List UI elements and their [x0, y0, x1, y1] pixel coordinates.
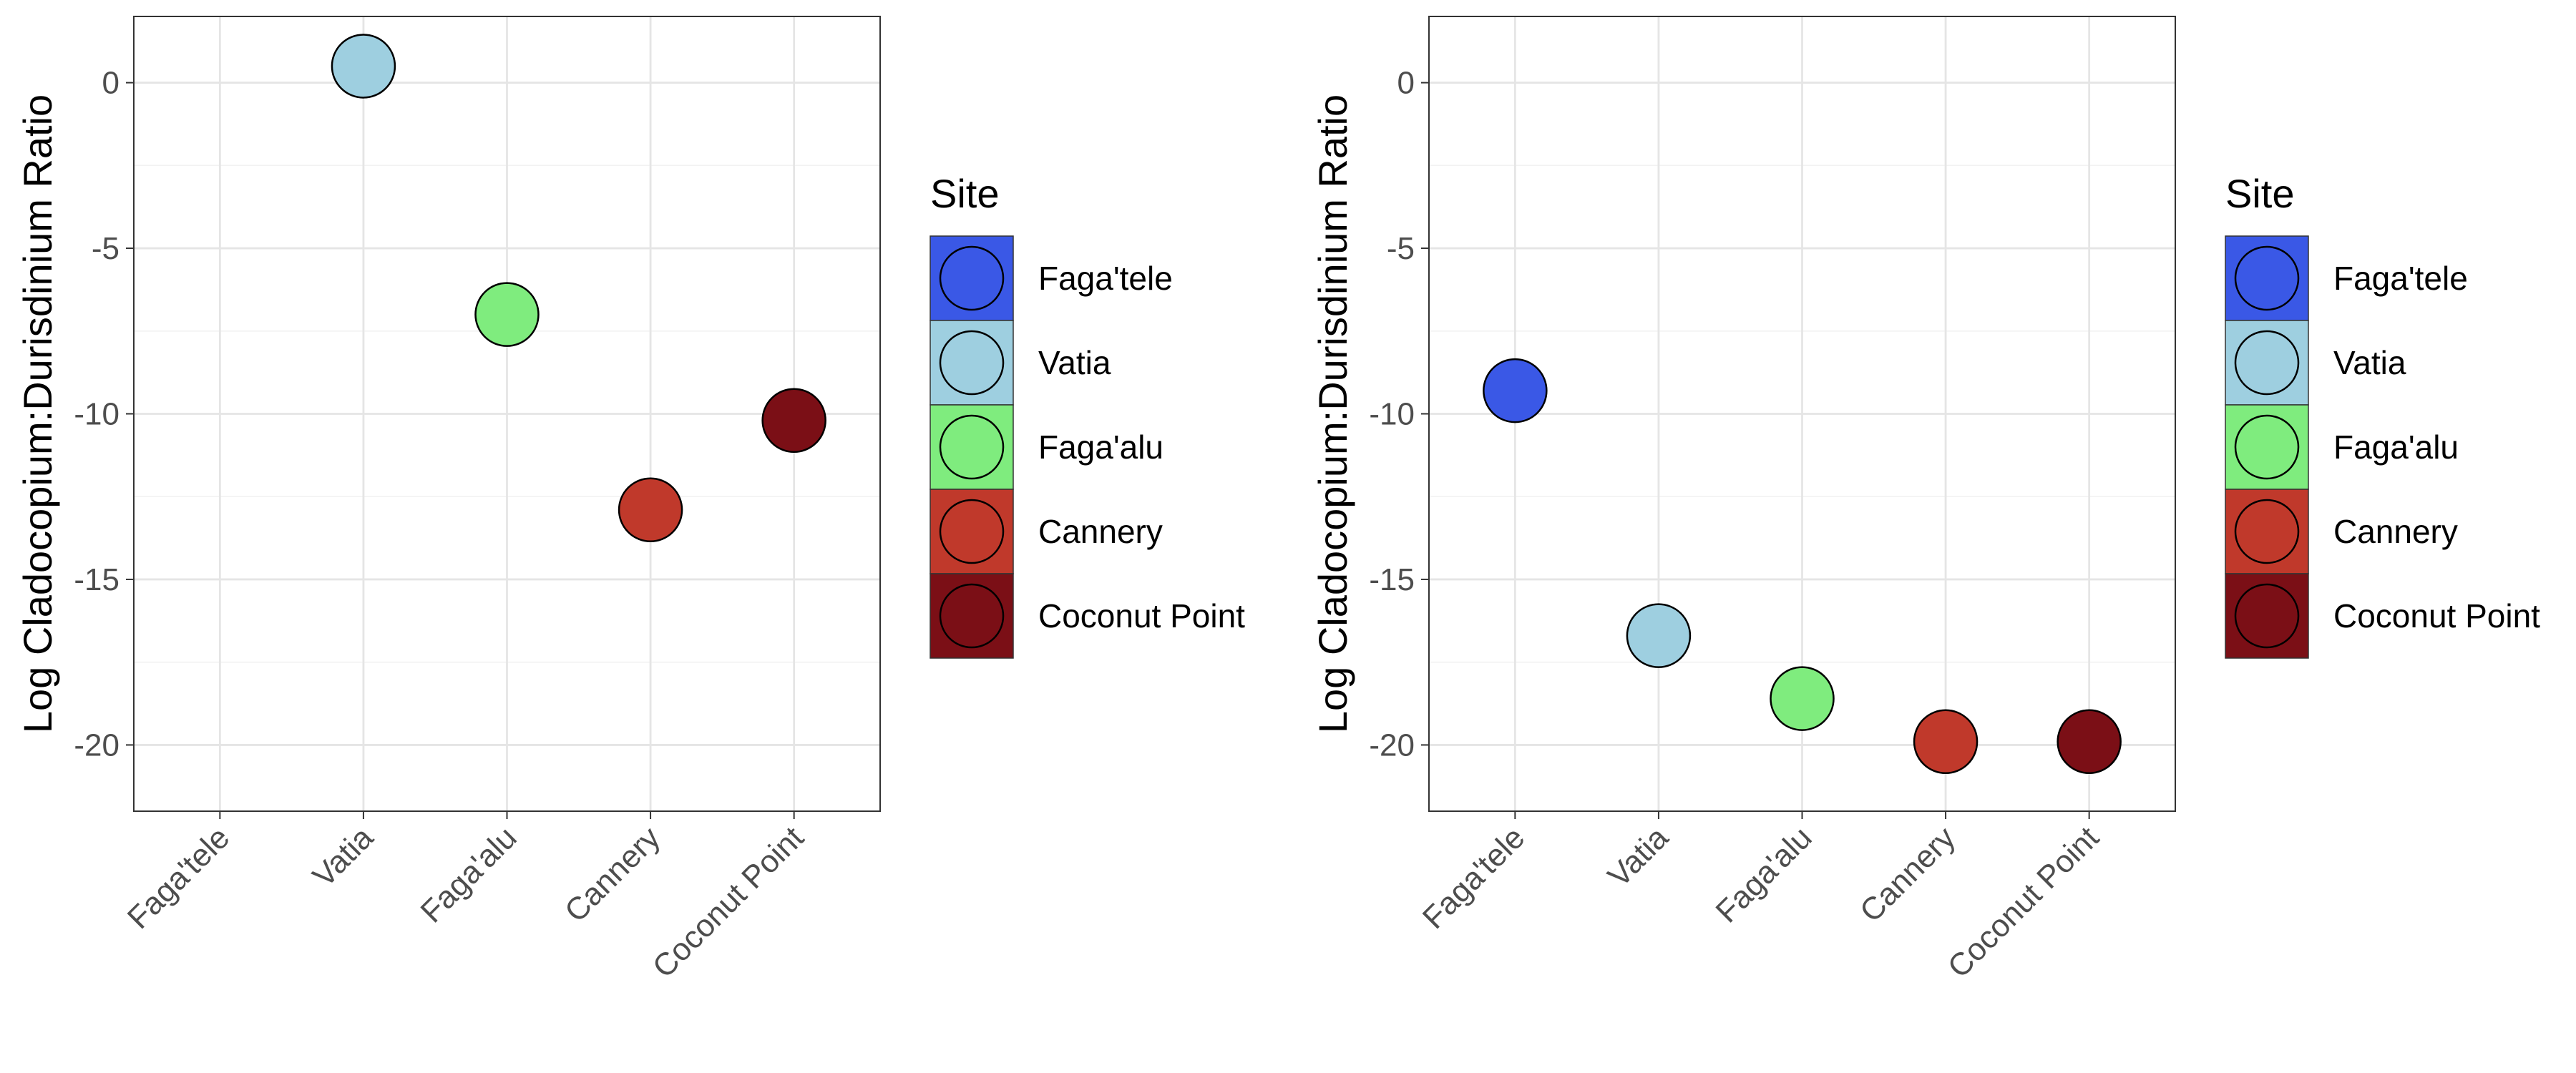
y-tick-label: -10 [74, 397, 119, 432]
x-tick-label: Vatia [1601, 820, 1676, 894]
legend-label: Faga'alu [2333, 428, 2459, 466]
legend-marker [939, 414, 1005, 480]
legend-marker [2234, 330, 2300, 396]
legend-marker [939, 245, 1005, 311]
x-tick-label: Faga'alu [414, 820, 524, 929]
legend-marker [2234, 499, 2300, 564]
data-point-cannery [1913, 709, 1979, 775]
x-tick-label: Cannery [558, 820, 667, 929]
y-tick-label: -15 [74, 562, 119, 597]
legend-marker [2234, 245, 2300, 311]
x-tick-label: Cannery [1853, 820, 1962, 929]
chart-panel-2: 0 -5 -10 -15 -20 Faga'tele Vatia Faga'alu Canner… [1310, 16, 2540, 985]
data-point-vatia [331, 34, 396, 99]
legend-label: Cannery [1038, 513, 1163, 550]
y-axis-title: Log Cladocopium:Durisdinium Ratio [15, 94, 60, 733]
data-point-coconut-point [761, 388, 826, 454]
x-tick-label: Faga'tele [121, 820, 237, 936]
y-axis-title: Log Cladocopium:Durisdinium Ratio [1310, 94, 1355, 733]
legend-marker [2234, 414, 2300, 480]
y-tick-label: 0 [1397, 66, 1415, 101]
y-tick-label: -20 [1369, 727, 1415, 763]
x-tick-label: Faga'alu [1709, 820, 1819, 929]
y-tick-label: -15 [1369, 562, 1415, 597]
y-tick-label: -5 [1387, 231, 1415, 266]
legend-label: Coconut Point [1038, 597, 1245, 635]
x-tick-label: Coconut Point [1941, 820, 2106, 984]
data-point-faga-alu [474, 282, 540, 347]
legend-label: Faga'tele [1038, 260, 1173, 297]
legend-marker [939, 499, 1005, 564]
legend: Site Faga'tele Vatia Faga'alu Cannery Coconut… [2225, 171, 2540, 659]
data-point-cannery [618, 477, 683, 542]
legend: Site Faga'tele Vatia Faga'alu Cannery Coconut… [930, 171, 1245, 659]
y-tick-label: -5 [92, 231, 119, 266]
data-point-vatia [1626, 603, 1692, 668]
chart-panel-1: 0 -5 -10 -15 -20 Faga'tele Vatia Faga'alu Canner… [15, 16, 1245, 985]
x-tick-label: Faga'tele [1416, 820, 1532, 936]
legend-marker [939, 330, 1005, 396]
legend-title: Site [2225, 171, 2295, 216]
y-tick-label: -10 [1369, 397, 1415, 432]
legend-marker [939, 583, 1005, 649]
y-tick-label: 0 [102, 66, 119, 101]
legend-label: Coconut Point [2333, 597, 2540, 635]
legend-title: Site [930, 171, 1000, 216]
legend-label: Vatia [1038, 344, 1111, 381]
legend-label: Vatia [2333, 344, 2406, 381]
x-tick-label: Vatia [306, 820, 381, 894]
legend-label: Faga'alu [1038, 428, 1163, 466]
legend-label: Cannery [2333, 513, 2458, 550]
y-tick-label: -20 [74, 727, 119, 763]
data-point-faga-alu [1770, 666, 1835, 731]
legend-marker [2234, 583, 2300, 649]
data-point-faga-tele [1483, 358, 1548, 423]
legend-label: Faga'tele [2333, 260, 2468, 297]
data-point-coconut-point [2057, 709, 2122, 775]
x-tick-label: Coconut Point [646, 820, 811, 984]
